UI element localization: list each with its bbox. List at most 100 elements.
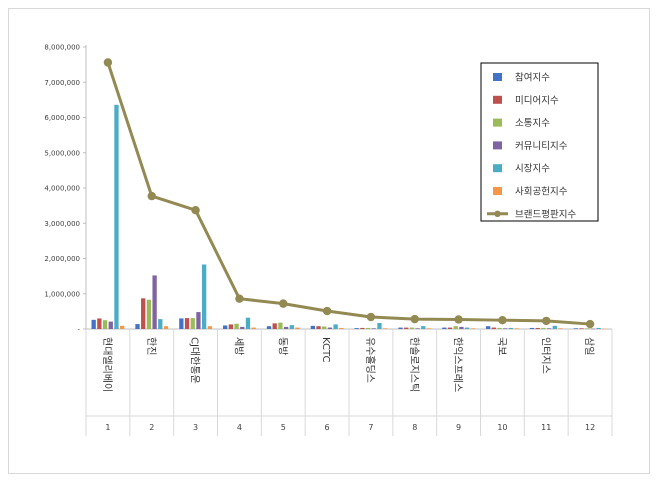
bar-1-4 [223, 325, 228, 329]
legend-swatch-6 [493, 187, 502, 195]
bar-5-6 [333, 324, 338, 329]
x-index-label: 2 [149, 423, 154, 432]
y-tick-label: 6,000,000 [44, 114, 80, 122]
legend-swatch-3 [493, 118, 502, 127]
x-category-label: 인터지스 [539, 337, 551, 374]
legend-label-1: 참여지수 [515, 72, 550, 84]
legend-swatch-5 [493, 164, 502, 173]
bar-6-7 [383, 328, 388, 329]
bar-4-2 [152, 275, 157, 329]
bar-3-7 [365, 327, 371, 329]
legend-label-6: 사회공헌지수 [515, 187, 568, 198]
brand-index-line [103, 58, 595, 329]
bar-4-7 [371, 328, 376, 329]
legend-swatch-4 [493, 141, 502, 150]
bar-3-8 [409, 327, 415, 329]
brand-index-point-1 [103, 58, 113, 67]
legend-marker [494, 210, 501, 217]
x-index-label: 3 [193, 423, 198, 432]
brand-index-point-11 [542, 316, 551, 326]
bar-2-3 [184, 318, 190, 329]
bar-3-3 [190, 318, 195, 329]
bar-5-5 [289, 325, 294, 329]
brand-index-point-8 [410, 314, 419, 324]
bar-6-11 [558, 328, 563, 329]
x-index-label: 5 [281, 423, 286, 432]
bar-6-3 [207, 326, 212, 329]
x-index-label: 11 [541, 423, 551, 432]
bar-6-10 [514, 328, 519, 329]
legend-label-4: 커뮤니티지수 [515, 141, 568, 152]
bar-3-11 [541, 327, 546, 329]
bar-6-5 [295, 327, 300, 329]
bar-4-5 [283, 326, 289, 329]
bar-2-12 [579, 328, 584, 329]
bar-5-11 [552, 325, 557, 329]
bar-2-11 [535, 327, 540, 329]
bar-2-2 [141, 298, 146, 329]
legend-label-2: 미디어지수 [515, 95, 559, 106]
bar-5-9 [464, 327, 470, 329]
x-category-label: 한진 [145, 337, 157, 355]
x-index-label: 10 [497, 423, 507, 432]
brand-index-point-10 [498, 315, 507, 325]
x-category-label: KCTC [320, 337, 331, 363]
bar-4-11 [546, 328, 552, 329]
brand-index-point-7 [366, 312, 376, 322]
bar-5-4 [245, 317, 251, 329]
y-tick-label: 8,000,000 [44, 44, 80, 52]
legend-label-3: 소통지수 [515, 118, 550, 129]
x-index-label: 9 [456, 423, 461, 432]
brand-index-point-12 [585, 319, 595, 329]
bar-5-12 [596, 327, 601, 329]
x-category-label: 세방 [232, 337, 244, 355]
bar-4-12 [590, 328, 596, 330]
bar-1-2 [135, 324, 140, 329]
bar-6-12 [602, 328, 607, 330]
bar-5-2 [158, 319, 163, 329]
bar-1-3 [179, 318, 184, 329]
bar-1-11 [529, 327, 535, 329]
brand-index-point-6 [322, 306, 332, 316]
bar-5-7 [377, 323, 382, 329]
bar-1-12 [573, 328, 578, 329]
bar-4-4 [240, 326, 245, 329]
bar-4-8 [415, 328, 420, 329]
bar-6-4 [251, 327, 256, 329]
bar-3-4 [234, 323, 239, 329]
legend-label-7: 브랜드평판지수 [515, 209, 576, 220]
bar-6-8 [426, 328, 432, 329]
bar-6-9 [470, 328, 475, 329]
bars [91, 104, 607, 330]
x-index-label: 8 [412, 423, 417, 432]
bar-6-6 [339, 327, 344, 329]
legend-swatch-1 [493, 73, 502, 81]
bar-5-10 [508, 327, 514, 329]
bar-3-9 [453, 326, 458, 329]
bar-5-3 [201, 264, 207, 329]
bar-1-6 [310, 325, 315, 329]
x-index-label: 4 [237, 423, 242, 432]
bar-6-1 [120, 325, 125, 329]
y-tick-label: 2,000,000 [44, 255, 80, 263]
bar-2-10 [491, 327, 497, 329]
bar-5-1 [114, 104, 119, 329]
y-tick-label: 3,000,000 [44, 220, 80, 228]
brand-index-point-5 [279, 299, 288, 308]
bar-2-6 [316, 326, 321, 329]
bar-1-8 [398, 327, 403, 329]
bar-2-7 [360, 327, 365, 329]
bar-2-5 [272, 323, 277, 329]
bar-4-1 [108, 321, 113, 329]
bar-2-4 [228, 324, 234, 329]
bar-3-6 [322, 326, 327, 329]
bar-4-3 [196, 312, 201, 329]
x-category-label: 동방 [276, 337, 288, 355]
bar-3-12 [585, 328, 590, 329]
bar-3-1 [102, 320, 108, 329]
brand-index-series-line [106, 62, 591, 326]
bar-1-1 [91, 319, 96, 329]
y-tick-label: 5,000,000 [44, 149, 80, 157]
